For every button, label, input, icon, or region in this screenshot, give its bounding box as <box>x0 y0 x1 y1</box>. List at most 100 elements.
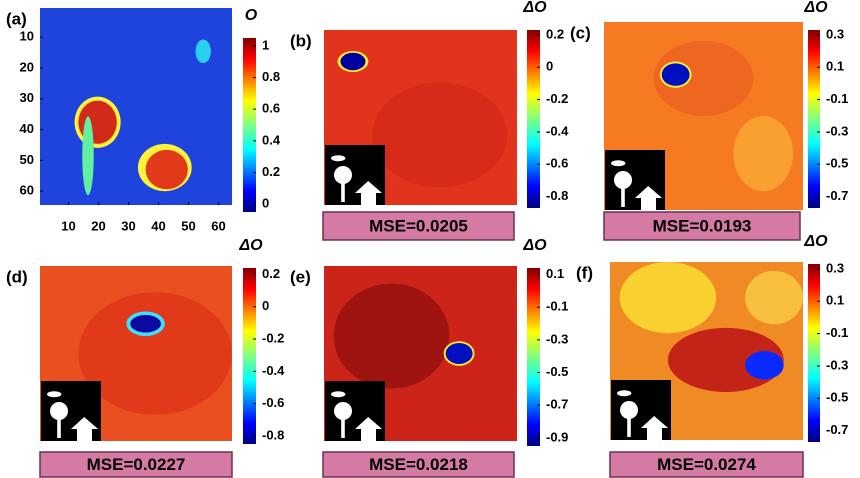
icon-house <box>355 181 382 205</box>
mse-box <box>322 451 515 478</box>
colorbar-tick-label: -0.7 <box>546 397 568 412</box>
colorbar-tick-label: 0.2 <box>262 266 280 281</box>
colorbar-tick-label: 0.4 <box>262 132 281 147</box>
colorbar-tick-label: 0.3 <box>826 26 844 41</box>
mse-box <box>603 211 801 241</box>
icon-tree <box>334 402 352 420</box>
heatmap-region <box>340 52 366 71</box>
heatmap-region <box>619 262 717 334</box>
colorbar-tick-label: 0.3 <box>826 260 844 275</box>
colorbar-tick-label: 0.8 <box>262 69 280 84</box>
colorbar <box>243 268 256 444</box>
mse-label: MSE=0.0218 <box>369 455 468 474</box>
x-tick-label: 50 <box>181 218 195 233</box>
colorbar-tick-label: -0.5 <box>546 364 568 379</box>
colorbar <box>527 268 540 446</box>
colorbar-tick-label: -0.3 <box>826 357 848 372</box>
panel-label: (b) <box>290 31 312 50</box>
heatmap-region <box>195 39 211 64</box>
colorbar-tick-label: -0.5 <box>826 156 848 171</box>
colorbar-tick-label: -0.8 <box>262 427 284 442</box>
colorbar-tick-label: -0.9 <box>546 429 568 444</box>
colorbar-tick-label: 1 <box>262 37 269 52</box>
x-tick-label: 10 <box>61 218 75 233</box>
panel-label: (a) <box>6 9 27 28</box>
heatmap-region <box>445 343 473 364</box>
icon-trunk <box>341 181 345 202</box>
colorbar-tick-label: 0.2 <box>546 26 564 41</box>
colorbar-tick-label: -0.8 <box>546 188 568 203</box>
y-tick-label: 40 <box>20 121 34 136</box>
heatmap <box>40 8 232 205</box>
colorbar-title: O <box>245 7 258 24</box>
colorbar-tick-label: -0.2 <box>546 91 568 106</box>
colorbar-tick-label: -0.7 <box>826 422 848 437</box>
icon-tree <box>50 402 68 420</box>
mse-label: MSE=0.0227 <box>87 455 186 474</box>
colorbar-tick-label: -0.5 <box>826 390 848 405</box>
icon-cloud <box>617 390 632 397</box>
heatmap-region <box>372 82 508 188</box>
icon-tree <box>614 171 632 189</box>
colorbar-tick-label: 0.1 <box>826 59 844 74</box>
x-tick-label: 40 <box>151 218 165 233</box>
colorbar-tick-label: 0.1 <box>546 266 564 281</box>
x-tick-label: 30 <box>121 218 135 233</box>
colorbar-title: ΔO <box>803 233 828 250</box>
heatmap-region <box>653 40 754 116</box>
icon-cloud <box>611 160 626 167</box>
colorbar-tick-label: -0.1 <box>826 91 848 106</box>
colorbar-tick-label: 0.2 <box>262 164 280 179</box>
colorbar-tick-label: -0.1 <box>826 325 848 340</box>
heatmap-region <box>130 315 161 333</box>
icon-tree <box>334 166 352 184</box>
panel-label: (e) <box>290 267 311 286</box>
icon-trunk <box>341 417 345 438</box>
y-tick-label: 20 <box>20 59 34 74</box>
colorbar-tick-label: 0 <box>546 59 553 74</box>
mse-box <box>39 451 233 478</box>
colorbar-title: ΔO <box>522 237 547 254</box>
y-tick-label: 60 <box>20 183 34 198</box>
icon-cloud <box>47 391 62 398</box>
mse-box <box>322 211 515 241</box>
icon-house <box>641 416 668 440</box>
colorbar-tick-label: -0.3 <box>546 331 568 346</box>
colorbar <box>527 30 540 208</box>
x-tick-label: 60 <box>211 218 225 233</box>
icon-trunk <box>57 417 61 438</box>
icon-house <box>355 417 382 441</box>
colorbar-title: ΔO <box>522 0 547 16</box>
colorbar <box>808 264 820 442</box>
mse-label: MSE=0.0274 <box>657 455 756 474</box>
x-tick-label: 20 <box>91 218 105 233</box>
heatmap-region <box>661 63 690 86</box>
colorbar-title: ΔO <box>238 237 263 254</box>
y-tick-label: 50 <box>20 152 34 167</box>
panel-label: (c) <box>570 23 591 42</box>
heatmap-region <box>745 270 803 325</box>
y-tick-label: 10 <box>20 29 34 44</box>
heatmap-region <box>733 116 794 192</box>
panel-label: (d) <box>6 267 28 286</box>
colorbar-tick-label: -0.6 <box>546 156 568 171</box>
colorbar-tick-label: 0.1 <box>826 293 844 308</box>
colorbar-tick-label: 0 <box>262 196 269 211</box>
colorbar-tick-label: -0.4 <box>546 123 569 138</box>
icon-trunk <box>621 186 625 207</box>
colorbar-tick-label: -0.4 <box>262 363 285 378</box>
colorbar-tick-label: -0.2 <box>262 330 284 345</box>
heatmap-region <box>333 283 450 389</box>
colorbar-tick-label: -0.6 <box>262 395 284 410</box>
colorbar <box>243 38 256 212</box>
colorbar-tick-label: -0.1 <box>546 299 568 314</box>
mse-label: MSE=0.0193 <box>653 216 752 235</box>
colorbar-title: ΔO <box>803 0 828 16</box>
heatmap-region <box>745 351 784 380</box>
colorbar <box>808 30 820 208</box>
colorbar-tick-label: 0 <box>262 298 269 313</box>
heatmap-region <box>145 149 188 190</box>
heatmap-region <box>82 116 94 196</box>
icon-cloud <box>331 391 346 398</box>
